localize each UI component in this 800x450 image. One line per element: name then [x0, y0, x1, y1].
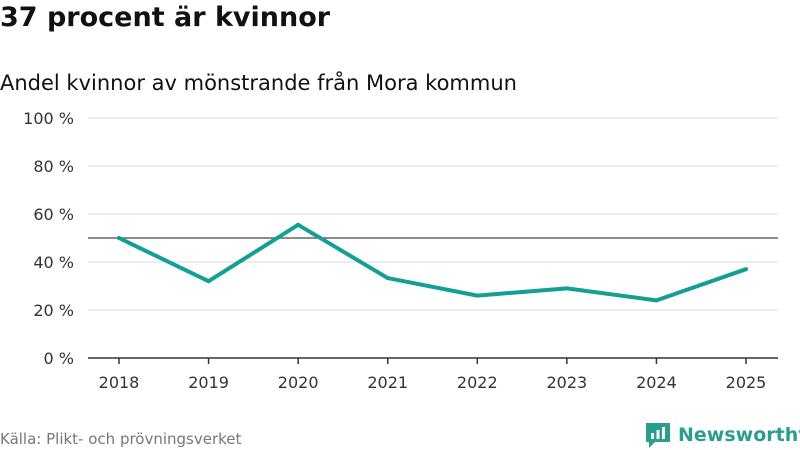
x-tick-label: 2018	[99, 373, 140, 392]
y-tick-label: 80 %	[33, 157, 74, 176]
y-tick-label: 0 %	[44, 349, 74, 368]
chart-title: 37 procent är kvinnor	[0, 2, 331, 33]
chart-subtitle: Andel kvinnor av mönstrande från Mora ko…	[0, 71, 517, 95]
data-point	[564, 286, 569, 291]
y-tick-label: 100 %	[23, 109, 74, 128]
y-tick-label: 60 %	[33, 205, 74, 224]
x-tick-label: 2019	[188, 373, 229, 392]
data-point	[296, 222, 301, 227]
data-point	[475, 293, 480, 298]
data-point	[385, 276, 390, 281]
data-point	[744, 267, 748, 272]
y-tick-label: 40 %	[33, 253, 74, 272]
x-tick-label: 2020	[278, 373, 319, 392]
x-tick-label: 2024	[636, 373, 677, 392]
brand-logo[interactable]: Newsworthy	[645, 421, 800, 449]
y-tick-label: 20 %	[33, 301, 74, 320]
x-tick-label: 2023	[546, 373, 587, 392]
x-tick-label: 2021	[367, 373, 408, 392]
data-point	[206, 279, 211, 284]
x-tick-label: 2022	[457, 373, 498, 392]
data-point	[654, 298, 659, 303]
source-note: Källa: Plikt- och prövningsverket	[0, 430, 242, 448]
data-point	[117, 236, 121, 240]
series-line	[117, 222, 748, 303]
x-tick-label: 2025	[726, 373, 767, 392]
brand-name: Newsworthy	[678, 424, 800, 446]
newsworthy-logo-icon	[646, 423, 670, 448]
